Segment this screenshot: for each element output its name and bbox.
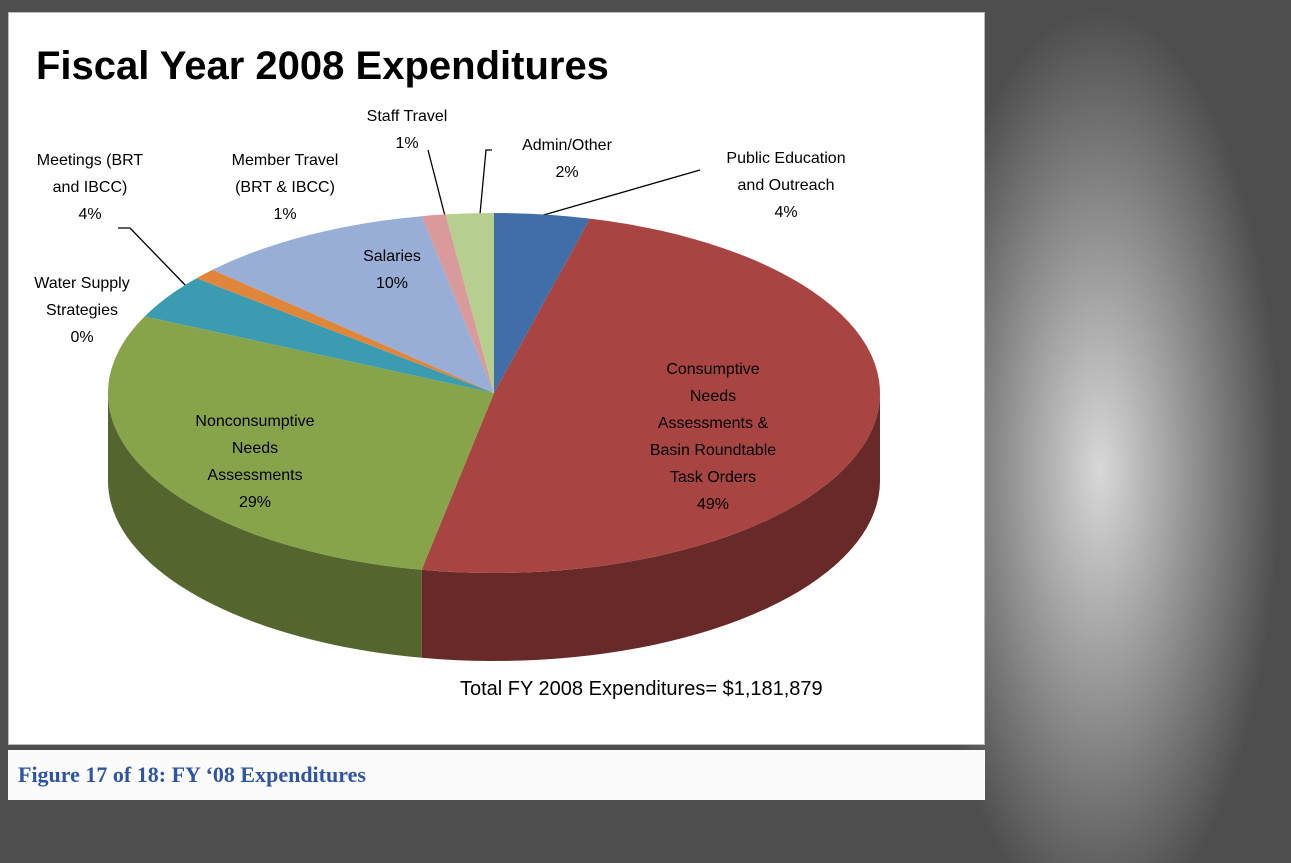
slice-label: Salaries 10% [337, 243, 447, 297]
pie-slice-side [108, 393, 422, 658]
value-label: 49% [696, 496, 730, 513]
pie-slice [445, 213, 494, 393]
value-label: 1% [395, 135, 419, 152]
pie-tops [107, 213, 880, 573]
category-label: Nonconsumptive Needs Assessments [195, 413, 315, 484]
pie-slice-side [421, 393, 880, 661]
slice-label: Admin/Other 2% [512, 132, 622, 186]
slice-label: Public Education and Outreach 4% [711, 145, 861, 226]
pie-slice [421, 218, 880, 573]
category-label: Public Education and Outreach [726, 150, 846, 194]
value-label: 10% [375, 275, 409, 292]
pie-sides [108, 393, 880, 661]
category-label: Admin/Other [522, 137, 612, 154]
leader-lines [118, 149, 701, 321]
pie-slice [144, 278, 494, 393]
slice-label: Consumptive Needs Assessments & Basin Ro… [643, 356, 783, 518]
leader-line [427, 149, 446, 217]
category-label: Water Supply Strategies [34, 275, 130, 319]
slice-label: Meetings (BRT and IBCC) 4% [30, 147, 150, 228]
value-label: 0% [70, 329, 94, 346]
category-label: Meetings (BRT and IBCC) [36, 152, 144, 196]
value-label: 2% [555, 164, 579, 181]
category-label: Staff Travel [366, 108, 448, 125]
pie-slice [494, 213, 590, 393]
value-label: 1% [273, 206, 297, 223]
slice-label: Member Travel (BRT & IBCC) 1% [215, 147, 355, 228]
category-label: Consumptive Needs Assessments & Basin Ro… [649, 361, 777, 486]
slice-label: Nonconsumptive Needs Assessments 29% [185, 408, 325, 516]
category-label: Member Travel (BRT & IBCC) [231, 152, 339, 196]
pie-slice [107, 316, 495, 570]
annotation: Total FY 2008 Expenditures= $1,181,879 [460, 678, 823, 700]
value-label: 4% [774, 204, 798, 221]
pie-slice [212, 216, 494, 393]
pie-slice [196, 269, 494, 393]
category-label: Salaries [363, 248, 421, 265]
slice-label: Water Supply Strategies 0% [22, 270, 142, 351]
pie-slice [421, 214, 494, 393]
leader-line [479, 149, 492, 215]
leader-line [118, 227, 189, 289]
slice-label: Staff Travel 1% [357, 103, 457, 157]
leader-line [539, 169, 701, 217]
figure-caption: Figure 17 of 18: FY ‘08 Expenditures [8, 750, 985, 800]
value-label: 29% [238, 494, 272, 511]
value-label: 4% [78, 206, 102, 223]
pie-slice [144, 316, 494, 393]
chart-title: Fiscal Year 2008 Expenditures [36, 44, 609, 88]
